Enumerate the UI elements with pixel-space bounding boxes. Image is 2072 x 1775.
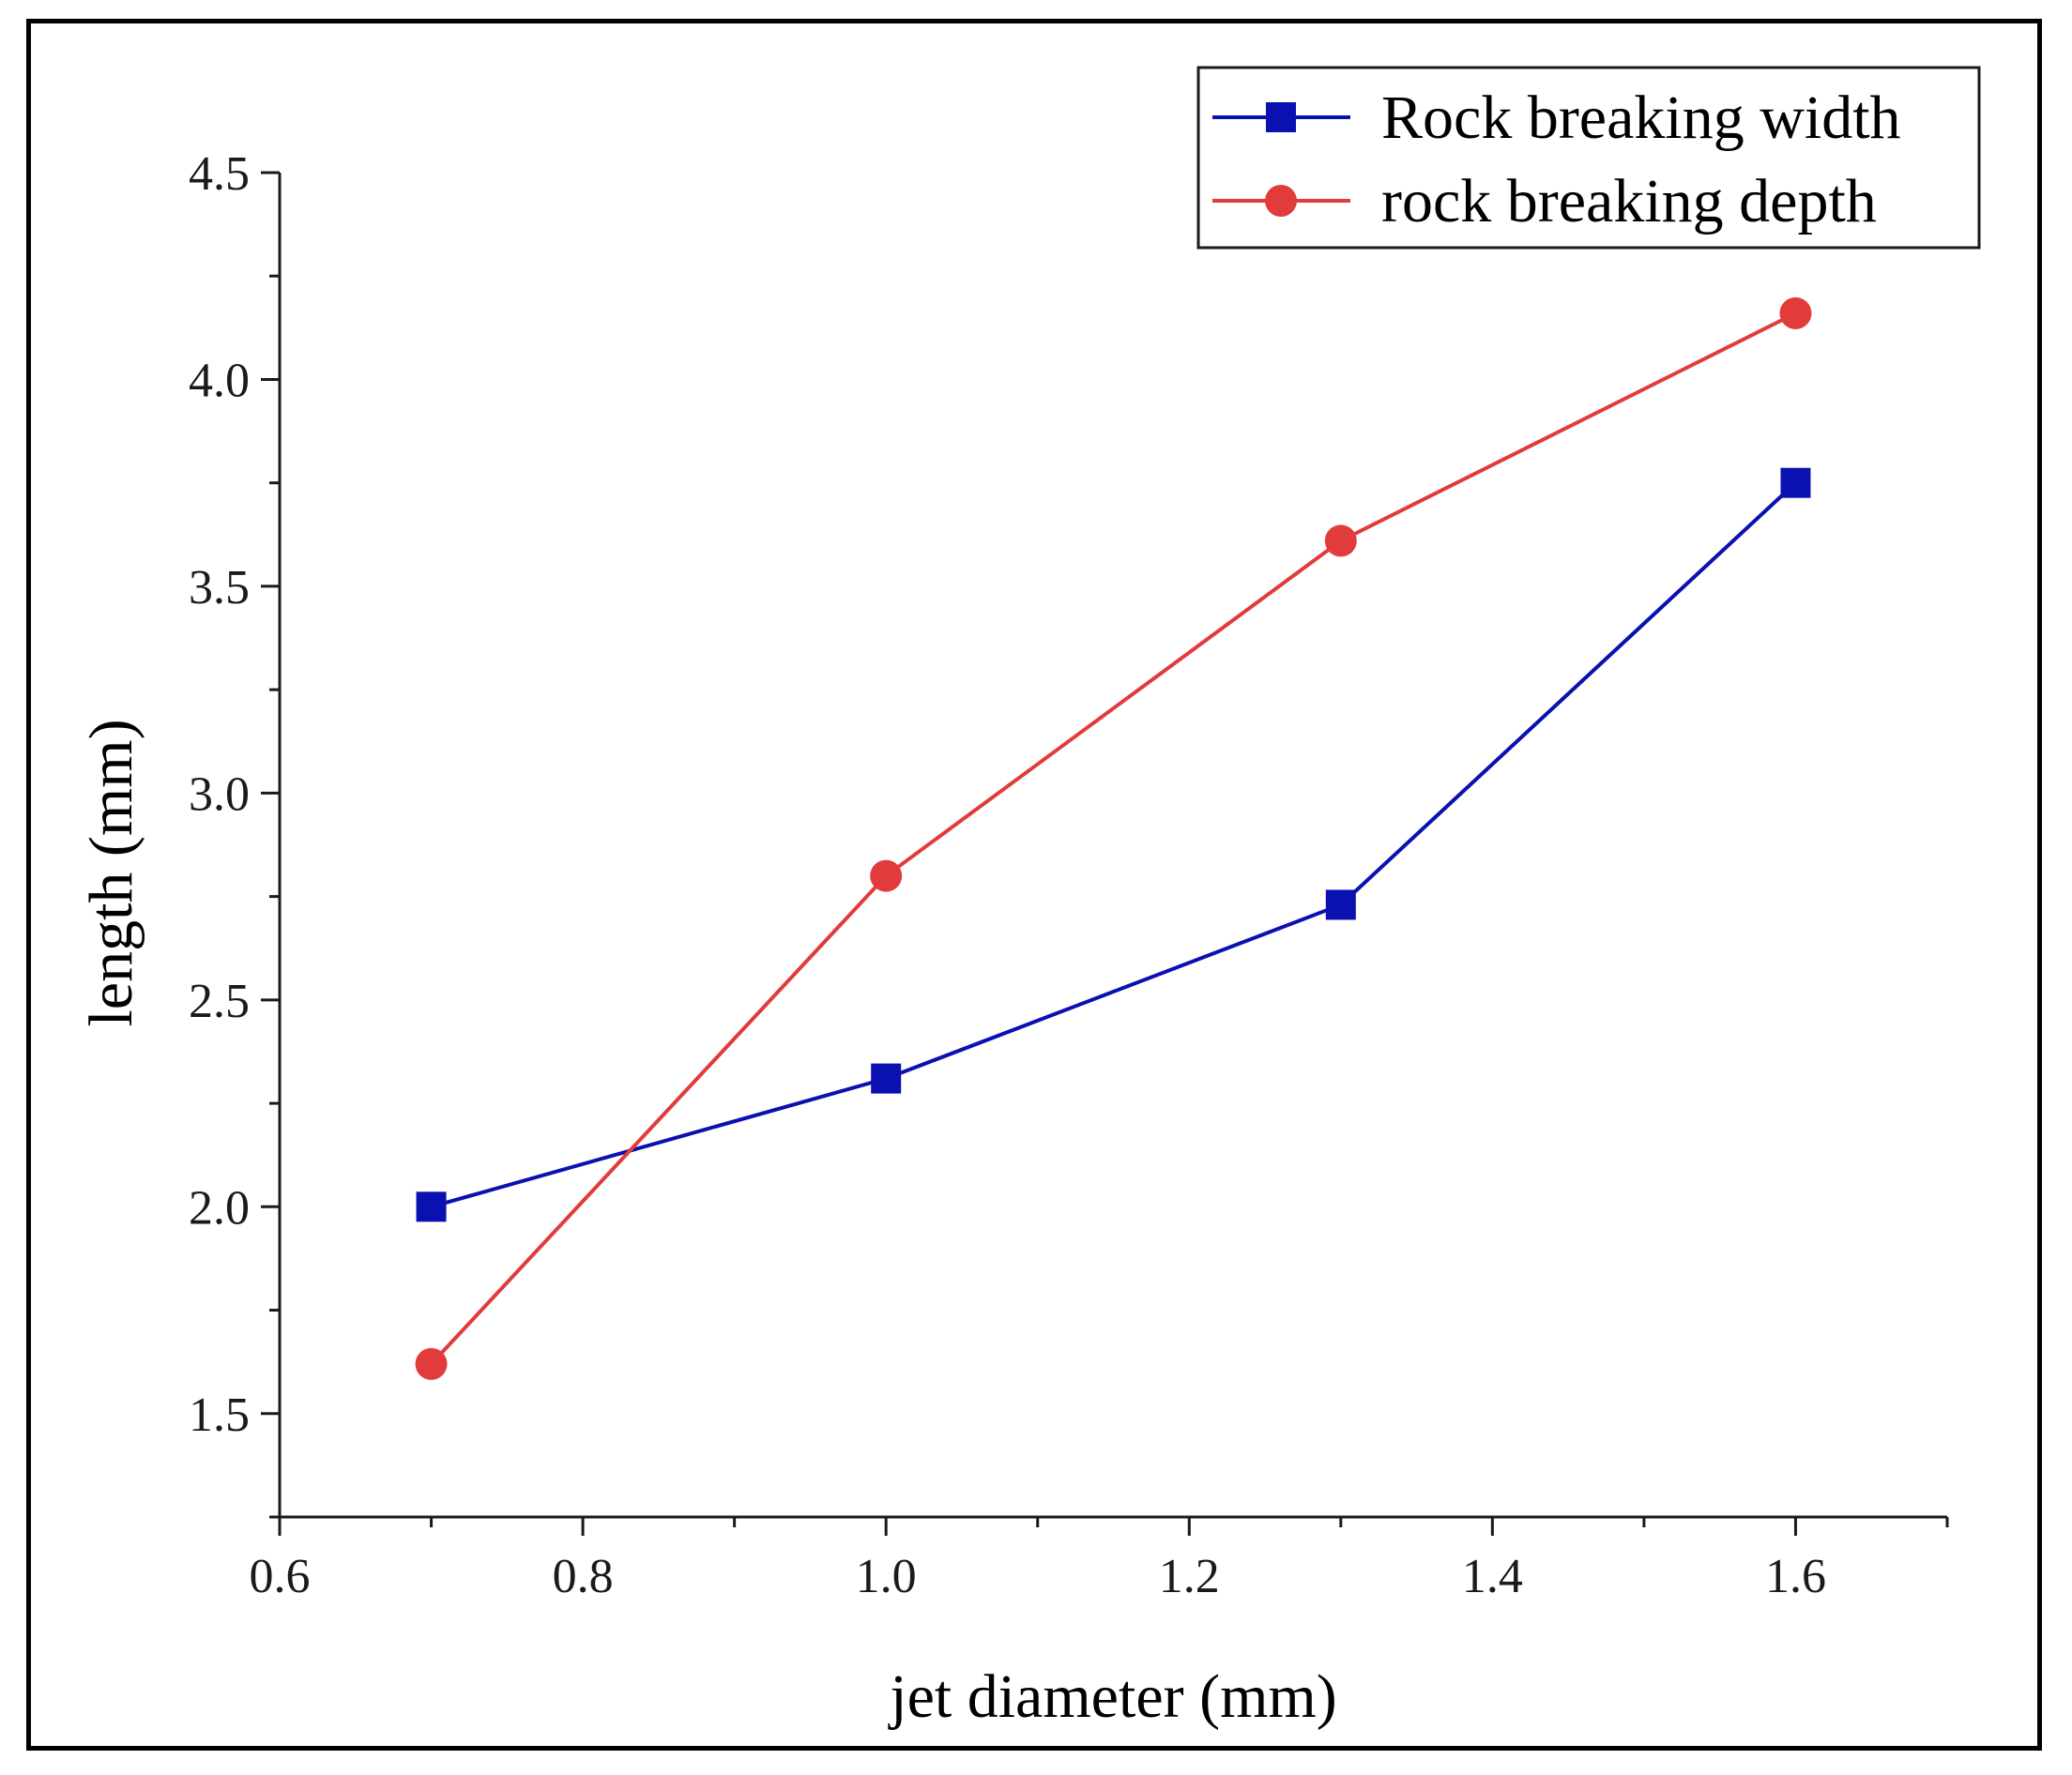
rock-breaking-depth-point	[1324, 524, 1357, 557]
legend-box	[1196, 66, 1981, 250]
y-tick-label: 4.5	[189, 147, 250, 201]
x-tick-label: 1.6	[1765, 1550, 1826, 1603]
rock-breaking-depth-point	[1779, 296, 1812, 329]
y-tick-label: 2.0	[189, 1181, 250, 1235]
legend-rock-breaking-depth-label: rock breaking depth	[1381, 167, 1877, 235]
rock-breaking-width-point	[871, 1063, 902, 1094]
rock-breaking-width-point	[1325, 889, 1356, 920]
series-layer	[415, 296, 1812, 1380]
axes: 0.6 0.8 1.0 1.2 1.4 1.6 1.5 2.0 2.5 3.0 3.5 4.0 4.5	[189, 147, 1949, 1603]
rock-breaking-width-point	[416, 1191, 447, 1222]
legend-rock-breaking-width-label: Rock breaking width	[1381, 83, 1901, 152]
y-tick-label: 1.5	[189, 1388, 250, 1442]
x-tick-label: 1.0	[856, 1550, 917, 1603]
x-axis-title: jet diameter (mm)	[888, 1662, 1336, 1731]
figure-frame	[26, 19, 2042, 1751]
rock-breaking-depth-line	[430, 311, 1797, 1366]
rock-breaking-depth-point	[870, 859, 903, 892]
x-tick-label: 0.8	[553, 1550, 614, 1603]
rock-breaking-width-point	[1780, 467, 1811, 498]
y-tick-label: 2.5	[189, 975, 250, 1028]
rock-breaking-depth-point	[415, 1347, 448, 1380]
x-tick-label: 1.2	[1159, 1550, 1220, 1603]
legend-rock-breaking-width-marker	[1266, 102, 1296, 132]
rock-breaking-width-line	[431, 481, 1797, 1209]
x-tick-label: 1.4	[1462, 1550, 1523, 1603]
y-tick-label: 3.5	[189, 561, 250, 614]
x-tick-label: 0.6	[250, 1550, 311, 1603]
legend-rock-breaking-depth-marker	[1265, 185, 1297, 217]
y-tick-label: 4.0	[189, 354, 250, 407]
y-tick-label: 3.0	[189, 767, 250, 821]
y-axis-title: length (mm)	[77, 719, 145, 1026]
legend: Rock breaking width rock breaking depth	[1196, 66, 1981, 250]
